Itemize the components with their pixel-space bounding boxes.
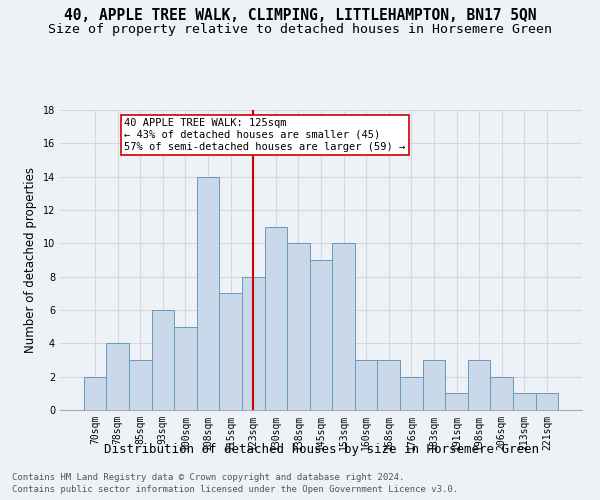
Bar xyxy=(422,360,445,410)
Bar xyxy=(287,244,310,410)
Bar xyxy=(129,360,152,410)
Bar xyxy=(174,326,197,410)
Bar xyxy=(197,176,220,410)
Bar xyxy=(310,260,332,410)
Bar xyxy=(377,360,400,410)
Bar xyxy=(490,376,513,410)
Bar xyxy=(220,294,242,410)
Bar xyxy=(152,310,174,410)
Bar xyxy=(106,344,129,410)
Text: Contains HM Land Registry data © Crown copyright and database right 2024.: Contains HM Land Registry data © Crown c… xyxy=(12,472,404,482)
Bar xyxy=(400,376,422,410)
Text: 40, APPLE TREE WALK, CLIMPING, LITTLEHAMPTON, BN17 5QN: 40, APPLE TREE WALK, CLIMPING, LITTLEHAM… xyxy=(64,8,536,22)
Bar xyxy=(468,360,490,410)
Text: Size of property relative to detached houses in Horsemere Green: Size of property relative to detached ho… xyxy=(48,22,552,36)
Bar xyxy=(84,376,106,410)
Text: Distribution of detached houses by size in Horsemere Green: Distribution of detached houses by size … xyxy=(104,442,539,456)
Bar xyxy=(332,244,355,410)
Y-axis label: Number of detached properties: Number of detached properties xyxy=(24,167,37,353)
Bar xyxy=(536,394,558,410)
Bar xyxy=(242,276,265,410)
Bar xyxy=(513,394,536,410)
Bar xyxy=(445,394,468,410)
Bar xyxy=(355,360,377,410)
Text: Contains public sector information licensed under the Open Government Licence v3: Contains public sector information licen… xyxy=(12,485,458,494)
Bar xyxy=(265,226,287,410)
Text: 40 APPLE TREE WALK: 125sqm
← 43% of detached houses are smaller (45)
57% of semi: 40 APPLE TREE WALK: 125sqm ← 43% of deta… xyxy=(124,118,406,152)
